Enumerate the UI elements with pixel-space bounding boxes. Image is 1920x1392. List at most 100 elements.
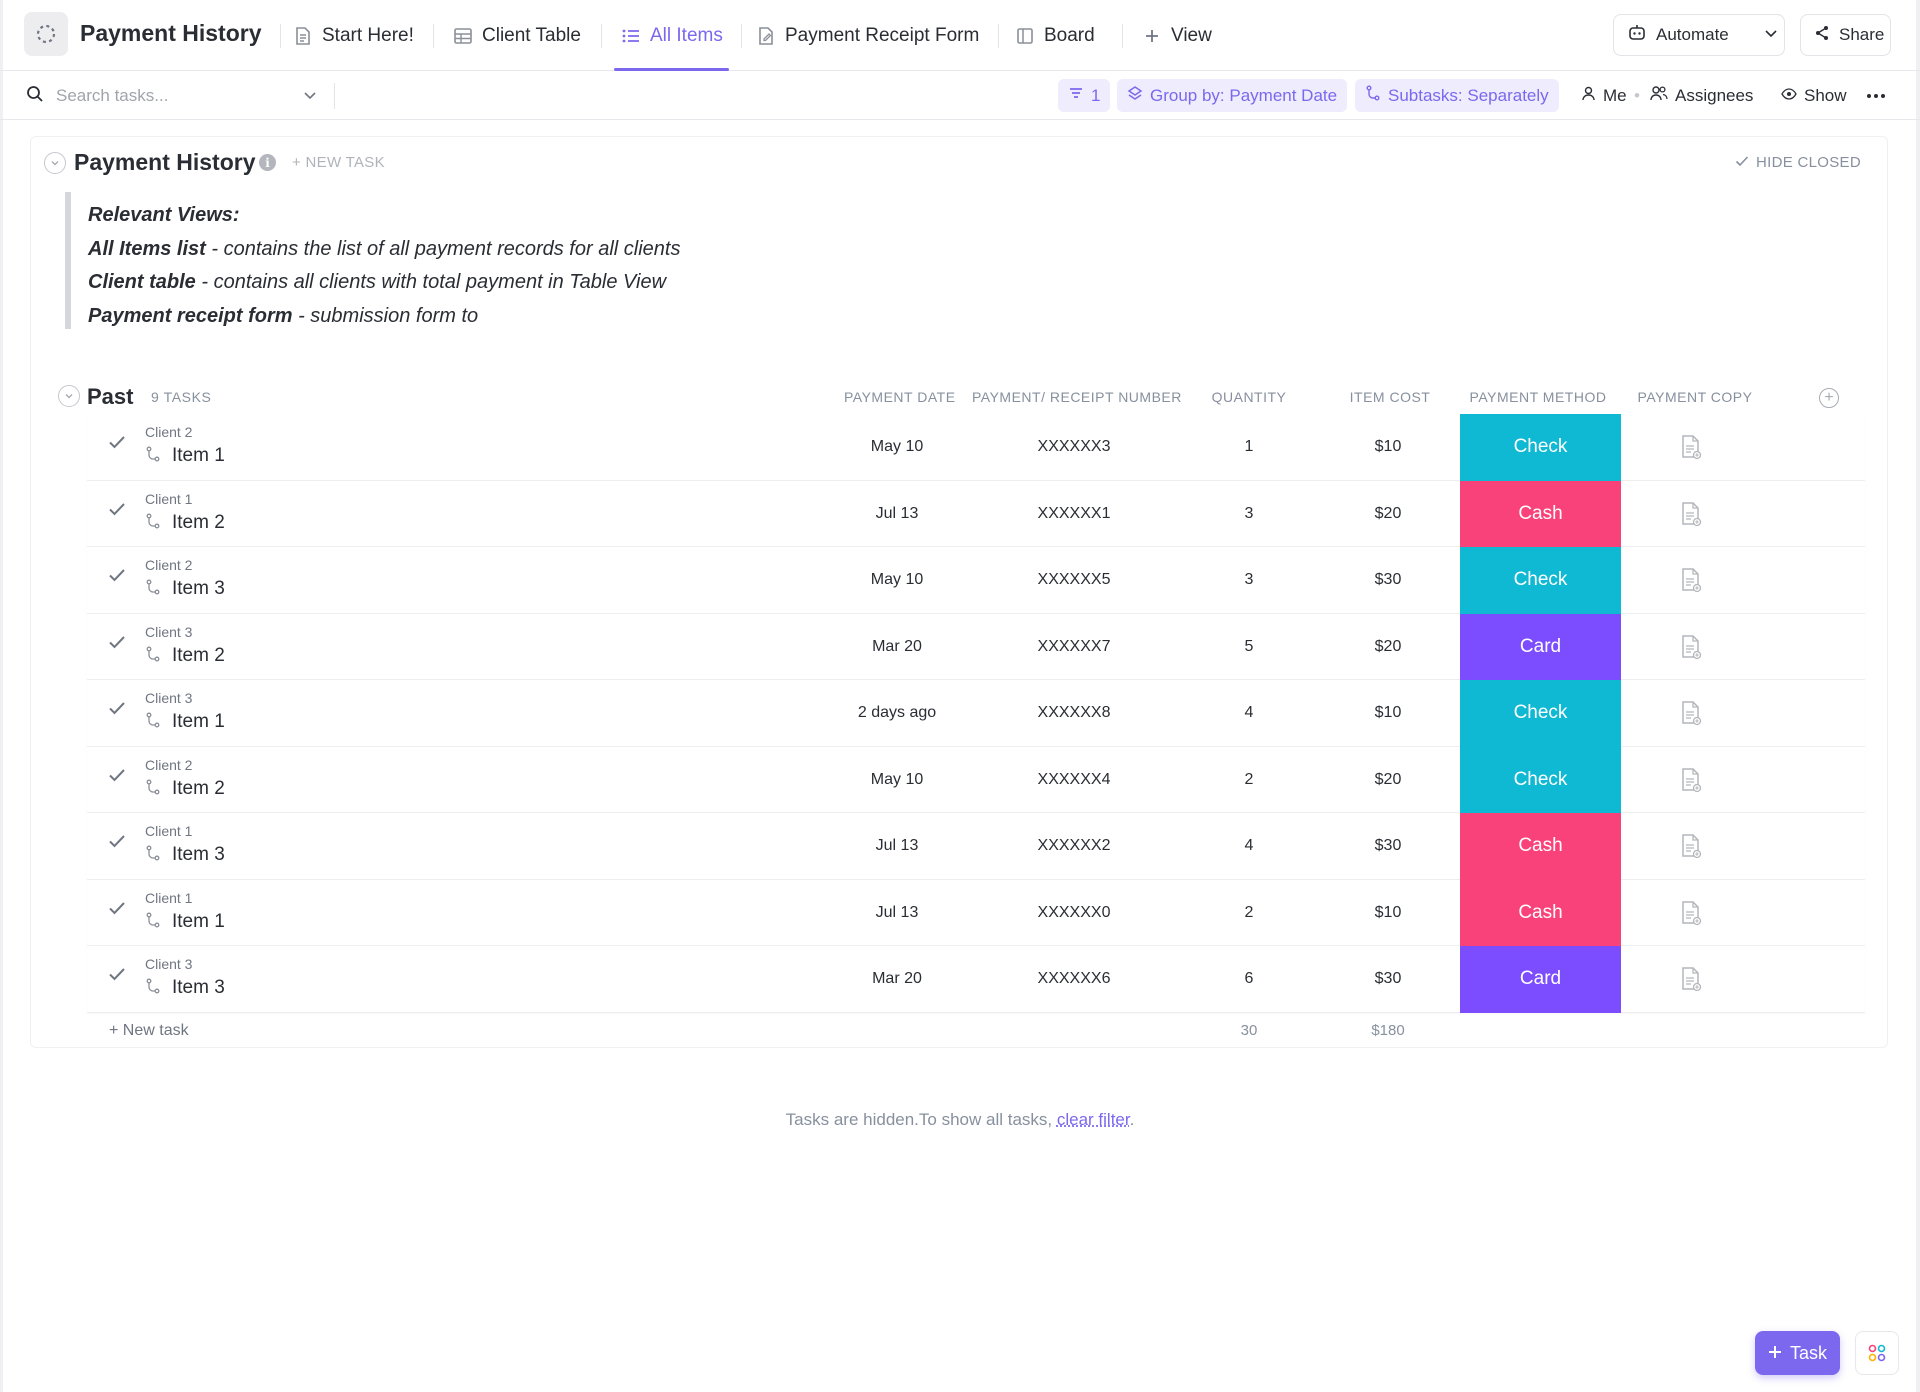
chevron-down-icon[interactable] — [1753, 25, 1789, 46]
task-name[interactable]: Item 3 — [172, 578, 225, 599]
receipt-number-cell[interactable]: XXXXXX4 — [1037, 770, 1111, 788]
column-header-receipt-number[interactable]: PAYMENT/ RECEIPT NUMBER — [972, 389, 1182, 405]
receipt-number-cell[interactable]: XXXXXX3 — [1037, 438, 1111, 455]
receipt-number-cell[interactable]: XXXXXX6 — [1037, 970, 1111, 987]
receipt-number-cell[interactable]: XXXXXX0 — [1037, 903, 1111, 921]
checkmark-icon[interactable] — [108, 900, 126, 921]
clear-filter-link[interactable]: clear filter — [1056, 1110, 1130, 1129]
group-by-button[interactable]: Group by: Payment Date — [1117, 79, 1348, 112]
show-button[interactable]: Show — [1781, 79, 1847, 112]
payment-method-cell[interactable]: Check — [1460, 746, 1621, 813]
table-row[interactable]: Client 2 Item 2 May 10 XXXXXX4 2 $20 Check — [87, 746, 1865, 813]
tab-all-items[interactable]: All Items — [614, 0, 729, 71]
table-row[interactable]: Client 1 Item 3 Jul 13 XXXXXX2 4 $30 Cash — [87, 813, 1865, 880]
item-cost-cell[interactable]: $20 — [1374, 504, 1402, 522]
table-row[interactable]: Client 2 Item 1 May 10 XXXXXX3 1 $10 Check — [87, 414, 1865, 481]
table-row[interactable]: Client 3 Item 2 Mar 20 XXXXXX7 5 $20 Card — [87, 613, 1865, 680]
payment-date-cell[interactable]: May 10 — [870, 770, 924, 788]
tab-start-here[interactable]: Start Here! — [292, 0, 414, 71]
tab-payment-receipt-form[interactable]: Payment Receipt Form — [755, 0, 979, 71]
search-input[interactable] — [56, 86, 296, 106]
add-column-icon[interactable]: + — [1819, 388, 1839, 408]
item-cost-cell[interactable]: $10 — [1374, 903, 1402, 921]
item-cost-cell[interactable]: $30 — [1374, 970, 1402, 987]
file-attachment-icon[interactable] — [1680, 700, 1702, 731]
file-attachment-icon[interactable] — [1680, 833, 1702, 864]
item-cost-cell[interactable]: $30 — [1374, 837, 1402, 854]
quantity-cell[interactable]: 3 — [1244, 504, 1254, 522]
item-cost-cell[interactable]: $20 — [1374, 770, 1402, 788]
apps-grid-icon[interactable] — [1855, 1331, 1899, 1375]
add-view-button[interactable]: View — [1141, 0, 1212, 71]
task-name[interactable]: Item 2 — [172, 644, 225, 666]
quantity-cell[interactable]: 5 — [1244, 637, 1254, 655]
item-cost-cell[interactable]: $30 — [1374, 571, 1402, 588]
column-header-item-cost[interactable]: ITEM COST — [1349, 389, 1431, 405]
info-icon[interactable]: i — [259, 154, 276, 171]
checkmark-icon[interactable] — [108, 634, 126, 655]
window-scrollbar-track[interactable] — [1916, 0, 1920, 1392]
item-cost-cell[interactable]: $20 — [1374, 637, 1402, 655]
payment-date-cell[interactable]: Jul 13 — [875, 504, 919, 522]
payment-method-cell[interactable]: Card — [1460, 613, 1621, 680]
new-task-button[interactable]: + NEW TASK — [292, 154, 385, 171]
column-header-quantity[interactable]: QUANTITY — [1211, 389, 1287, 405]
new-task-fab[interactable]: Task — [1755, 1331, 1840, 1375]
space-icon[interactable] — [24, 12, 68, 56]
tab-client-table[interactable]: Client Table — [452, 0, 581, 71]
task-name[interactable]: Item 2 — [172, 777, 225, 799]
quantity-cell[interactable]: 2 — [1244, 770, 1254, 788]
subtasks-button[interactable]: Subtasks: Separately — [1355, 79, 1559, 112]
quantity-cell[interactable]: 2 — [1244, 903, 1254, 921]
task-name[interactable]: Item 2 — [172, 511, 225, 533]
item-cost-cell[interactable]: $10 — [1374, 438, 1402, 455]
receipt-number-cell[interactable]: XXXXXX2 — [1037, 837, 1111, 854]
quantity-cell[interactable]: 6 — [1244, 970, 1254, 987]
checkmark-icon[interactable] — [108, 700, 126, 721]
payment-date-cell[interactable]: Jul 13 — [875, 837, 919, 854]
payment-method-cell[interactable]: Check — [1460, 414, 1621, 481]
quantity-cell[interactable]: 4 — [1244, 837, 1254, 854]
task-name[interactable]: Item 3 — [172, 844, 225, 865]
file-attachment-icon[interactable] — [1680, 501, 1702, 532]
table-row[interactable]: Client 1 Item 2 Jul 13 XXXXXX1 3 $20 Cash — [87, 480, 1865, 547]
column-header-payment-date[interactable]: PAYMENT DATE — [844, 389, 956, 405]
receipt-number-cell[interactable]: XXXXXX5 — [1037, 571, 1111, 588]
payment-date-cell[interactable]: Mar 20 — [872, 637, 922, 655]
add-new-task-button[interactable]: + New task — [109, 1022, 189, 1039]
task-name[interactable]: Item 1 — [172, 445, 225, 466]
file-attachment-icon[interactable] — [1680, 900, 1702, 931]
task-name[interactable]: Item 1 — [172, 910, 225, 932]
payment-method-cell[interactable]: Cash — [1460, 879, 1621, 946]
checkmark-icon[interactable] — [108, 966, 126, 987]
quantity-cell[interactable]: 4 — [1244, 704, 1254, 721]
checkmark-icon[interactable] — [108, 767, 126, 788]
checkmark-icon[interactable] — [108, 434, 126, 455]
receipt-number-cell[interactable]: XXXXXX1 — [1037, 504, 1111, 522]
payment-date-cell[interactable]: 2 days ago — [857, 704, 937, 721]
table-row[interactable]: Client 3 Item 1 2 days ago XXXXXX8 4 $10 Check — [87, 680, 1865, 747]
column-header-payment-method[interactable]: PAYMENT METHOD — [1469, 389, 1607, 405]
file-attachment-icon[interactable] — [1680, 434, 1702, 465]
payment-date-cell[interactable]: Mar 20 — [872, 970, 922, 987]
table-row[interactable]: Client 1 Item 1 Jul 13 XXXXXX0 2 $10 Cash — [87, 879, 1865, 946]
payment-method-cell[interactable]: Check — [1460, 680, 1621, 747]
file-attachment-icon[interactable] — [1680, 966, 1702, 997]
payment-date-cell[interactable]: May 10 — [870, 571, 924, 588]
tab-board[interactable]: Board — [1014, 0, 1095, 71]
receipt-number-cell[interactable]: XXXXXX7 — [1037, 637, 1111, 655]
quantity-cell[interactable]: 1 — [1244, 438, 1254, 455]
file-attachment-icon[interactable] — [1680, 767, 1702, 798]
hide-closed-button[interactable]: HIDE CLOSED — [1735, 154, 1861, 171]
payment-date-cell[interactable]: May 10 — [870, 438, 924, 455]
checkmark-icon[interactable] — [108, 833, 126, 854]
collapse-group-toggle[interactable] — [58, 385, 80, 407]
payment-method-cell[interactable]: Cash — [1460, 480, 1621, 547]
automate-button[interactable]: Automate — [1613, 14, 1785, 56]
chevron-down-icon[interactable] — [301, 86, 319, 109]
table-row[interactable]: Client 3 Item 3 Mar 20 XXXXXX6 6 $30 Card — [87, 946, 1865, 1013]
payment-method-cell[interactable]: Cash — [1460, 813, 1621, 880]
search-box[interactable] — [26, 82, 326, 110]
share-button[interactable]: Share — [1800, 14, 1891, 56]
checkmark-icon[interactable] — [108, 567, 126, 588]
